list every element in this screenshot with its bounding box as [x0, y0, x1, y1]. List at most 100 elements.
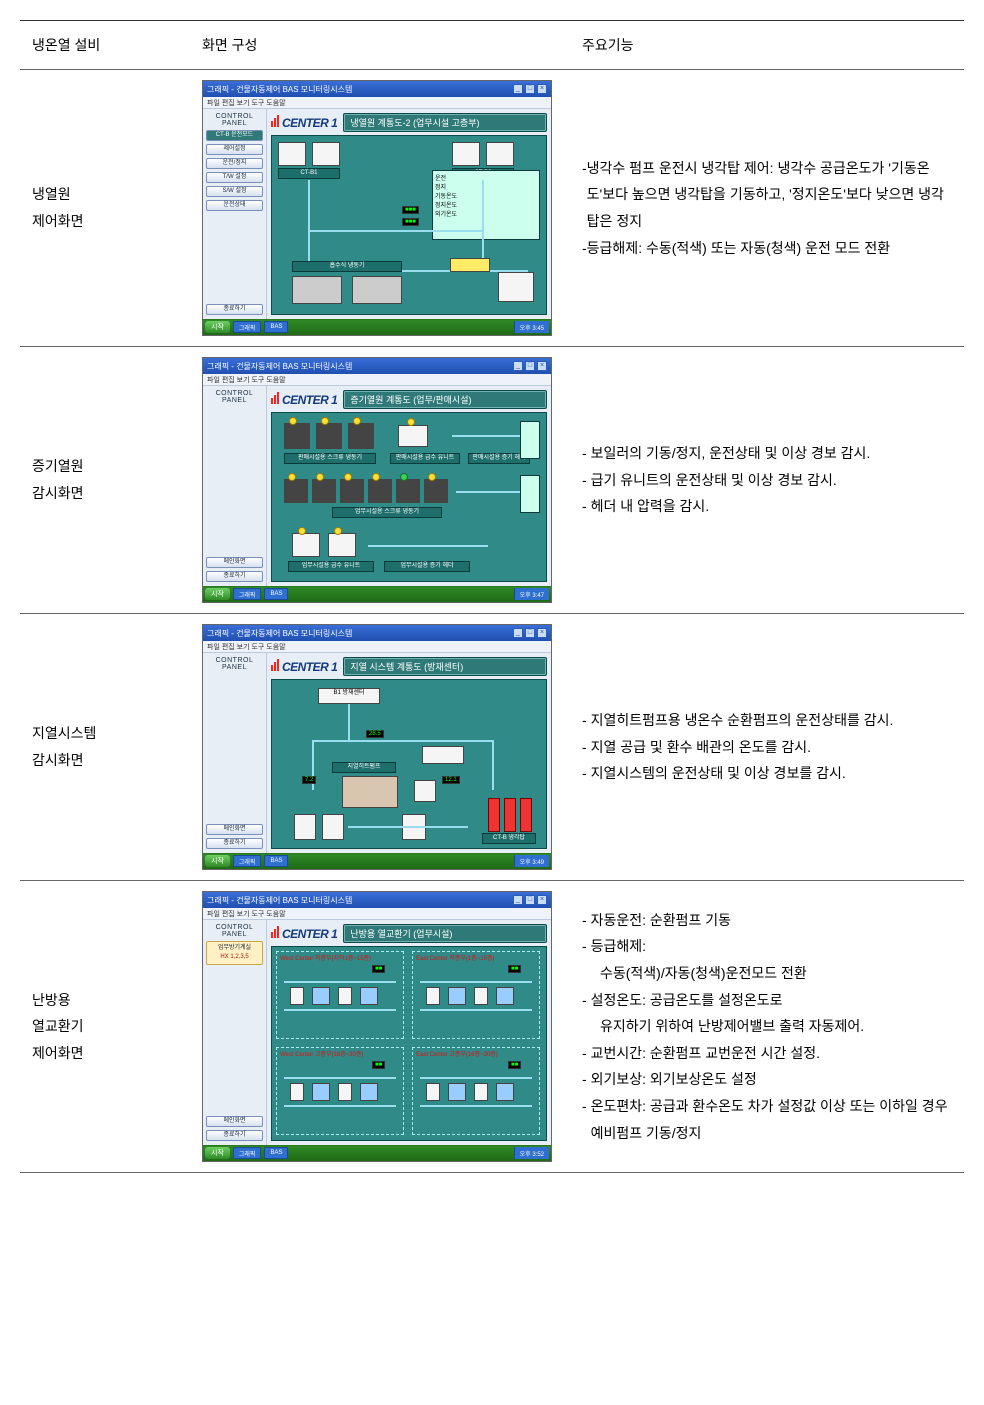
- taskbar-task[interactable]: BAS: [264, 321, 288, 333]
- hx-icon: [496, 987, 514, 1005]
- feed-unit-icon: [398, 425, 428, 447]
- minimize-icon[interactable]: _: [513, 361, 523, 371]
- close-icon[interactable]: ×: [537, 84, 547, 94]
- minimize-icon[interactable]: _: [513, 84, 523, 94]
- side-button[interactable]: 종료하기: [206, 304, 263, 315]
- window-titlebar[interactable]: 그래픽 - 건물자동제어 BAS 모니터링시스템 _ □ ×: [203, 358, 551, 374]
- control-panel-sidebar: CONTROL PANEL 업무방기계실 HX 1,2,3,5 메인화면 종료하…: [203, 920, 267, 1145]
- header-name: 냉온열 설비: [20, 21, 190, 70]
- maximize-icon[interactable]: □: [525, 628, 535, 638]
- row3-screenshot-cell: 그래픽 - 건물자동제어 BAS 모니터링시스템 _ □ × 파일 편집 보기 …: [190, 614, 570, 881]
- side-button[interactable]: 메인화면: [206, 557, 263, 568]
- boiler-icon: [316, 423, 342, 449]
- row4-name: 난방용 열교환기 제어화면: [20, 881, 190, 1173]
- start-button[interactable]: 시작: [205, 855, 230, 867]
- taskbar[interactable]: 시작 그래픽 BAS 오후 3:52: [203, 1145, 551, 1161]
- row4-name-l1: 난방용: [32, 987, 178, 1014]
- func-text: 외기보상: 외기보상온도 설정: [591, 1066, 952, 1093]
- center1-logo: CENTER 1: [271, 659, 337, 674]
- taskbar[interactable]: 시작 그래픽 BAS 오후 3:47: [203, 586, 551, 602]
- table-header-row: 냉온열 설비 화면 구성 주요기능: [20, 21, 964, 70]
- window-title: 그래픽 - 건물자동제어 BAS 모니터링시스템: [207, 84, 352, 95]
- ct-bar-icon: [488, 798, 500, 832]
- control-panel-sidebar: CONTROL PANEL CT-B 운전모드 제어설정 운전/정지 T/W 설…: [203, 109, 267, 319]
- system-tray: 오후 3:47: [514, 588, 549, 600]
- scada-title: 난방용 열교환기 (업무시설): [343, 924, 547, 943]
- row4-name-l2: 열교환기: [32, 1013, 178, 1040]
- taskbar-task[interactable]: 그래픽: [233, 1147, 262, 1159]
- screenshot-cooling: 그래픽 - 건물자동제어 BAS 모니터링시스템 _ □ × 파일 편집 보기 …: [202, 80, 552, 336]
- control-panel-sidebar: CONTROL PANEL 메인화면 종료하기: [203, 653, 267, 853]
- taskbar-task[interactable]: BAS: [264, 1147, 288, 1159]
- screenshot-steam: 그래픽 - 건물자동제어 BAS 모니터링시스템 _ □ × 파일 편집 보기 …: [202, 357, 552, 603]
- func-text: 등급해제:: [591, 933, 952, 960]
- func-text: 지열히트펌프용 냉온수 순환펌프의 운전상태를 감시.: [591, 707, 952, 734]
- maximize-icon[interactable]: □: [525, 895, 535, 905]
- taskbar-task[interactable]: BAS: [264, 588, 288, 600]
- side-button[interactable]: 종료하기: [206, 1130, 263, 1141]
- side-button[interactable]: 메인화면: [206, 1116, 263, 1127]
- row-label: 업무시설용 급수 유니트: [288, 561, 374, 572]
- row3-name-l2: 감시화면: [32, 747, 178, 774]
- side-button[interactable]: 메인화면: [206, 824, 263, 835]
- status-led-icon: [372, 473, 380, 481]
- side-info-box: 업무방기계실 HX 1,2,3,5: [206, 941, 263, 965]
- pump-icon: [474, 1083, 488, 1101]
- status-led-icon: [428, 473, 436, 481]
- minimize-icon[interactable]: _: [513, 895, 523, 905]
- taskbar-task[interactable]: 그래픽: [233, 321, 262, 333]
- side-button[interactable]: 제어설정: [206, 144, 263, 155]
- close-icon[interactable]: ×: [537, 628, 547, 638]
- window-titlebar[interactable]: 그래픽 - 건물자동제어 BAS 모니터링시스템 _ □ ×: [203, 892, 551, 908]
- logo-text: CENTER 1: [282, 116, 337, 130]
- side-button[interactable]: T/W 설정: [206, 172, 263, 183]
- hx-icon: [448, 987, 466, 1005]
- func-text: 지열 공급 및 환수 배관의 온도를 감시.: [591, 734, 952, 761]
- start-button[interactable]: 시작: [205, 1147, 230, 1159]
- close-icon[interactable]: ×: [537, 361, 547, 371]
- window-menu[interactable]: 파일 편집 보기 도구 도움말: [203, 374, 551, 386]
- status-row: 정지온도: [435, 200, 537, 209]
- hx-icon: [360, 1083, 378, 1101]
- status-led-icon: [316, 473, 324, 481]
- boiler-icon: [312, 479, 336, 503]
- side-button[interactable]: S/W 설정: [206, 186, 263, 197]
- window-menu[interactable]: 파일 편집 보기 도구 도움말: [203, 641, 551, 653]
- table-row: 지열시스템 감시화면 그래픽 - 건물자동제어 BAS 모니터링시스템 _ □ …: [20, 614, 964, 881]
- scada-title: 냉열원 계통도-2 (업무시설 고층부): [343, 113, 547, 132]
- window-titlebar[interactable]: 그래픽 - 건물자동제어 BAS 모니터링시스템 _ □ ×: [203, 625, 551, 641]
- taskbar-task[interactable]: BAS: [264, 855, 288, 867]
- side-button[interactable]: 종료하기: [206, 838, 263, 849]
- window-title: 그래픽 - 건물자동제어 BAS 모니터링시스템: [207, 361, 352, 372]
- row1-name: 냉열원 제어화면: [20, 70, 190, 347]
- func-text: 급기 유니트의 운전상태 및 이상 경보 감시.: [591, 467, 952, 494]
- maximize-icon[interactable]: □: [525, 361, 535, 371]
- pump-icon: [474, 987, 488, 1005]
- window-titlebar[interactable]: 그래픽 - 건물자동제어 BAS 모니터링시스템 _ □ ×: [203, 81, 551, 97]
- close-icon[interactable]: ×: [537, 895, 547, 905]
- start-button[interactable]: 시작: [205, 321, 230, 333]
- taskbar-task[interactable]: 그래픽: [233, 855, 262, 867]
- minimize-icon[interactable]: _: [513, 628, 523, 638]
- func-text: 설정온도: 공급온도를 설정온도로: [591, 987, 952, 1014]
- start-button[interactable]: 시작: [205, 588, 230, 600]
- window-menu[interactable]: 파일 편집 보기 도구 도움말: [203, 97, 551, 109]
- side-button[interactable]: 운전/정지: [206, 158, 263, 169]
- taskbar[interactable]: 시작 그래픽 BAS 오후 3:49: [203, 853, 551, 869]
- taskbar-task[interactable]: 그래픽: [233, 588, 262, 600]
- side-mode-title: CT-B 운전모드: [206, 130, 263, 141]
- pump-icon: [338, 987, 352, 1005]
- chiller-icon: [292, 276, 342, 304]
- cooling-tower-icon: [452, 142, 480, 166]
- maximize-icon[interactable]: □: [525, 84, 535, 94]
- ct-bar-icon: [520, 798, 532, 832]
- side-button[interactable]: 운전상태: [206, 200, 263, 211]
- ct-label: CT-B1: [278, 168, 340, 179]
- row4-screenshot-cell: 그래픽 - 건물자동제어 BAS 모니터링시스템 _ □ × 파일 편집 보기 …: [190, 881, 570, 1173]
- side-button[interactable]: 종료하기: [206, 571, 263, 582]
- window-menu[interactable]: 파일 편집 보기 도구 도움말: [203, 908, 551, 920]
- func-text: 등급해제: 수동(적색) 또는 자동(청색) 운전 모드 전환: [587, 235, 952, 262]
- tank-icon: [322, 814, 344, 840]
- window-title: 그래픽 - 건물자동제어 BAS 모니터링시스템: [207, 628, 352, 639]
- taskbar[interactable]: 시작 그래픽 BAS 오후 3:45: [203, 319, 551, 335]
